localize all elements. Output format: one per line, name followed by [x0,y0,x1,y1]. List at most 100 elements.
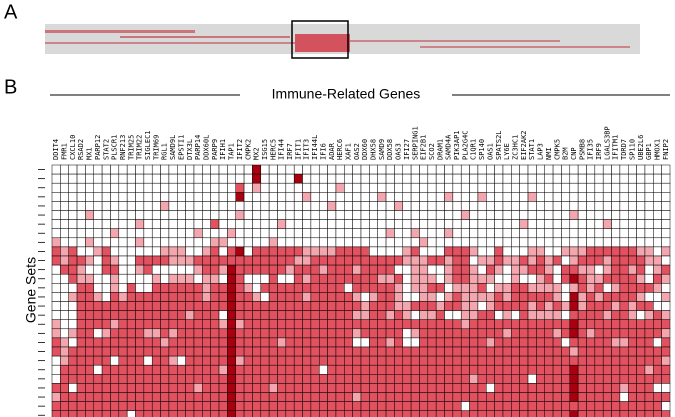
heatmap-cell [519,164,529,175]
heatmap-cell [486,164,495,175]
heatmap-cell [185,328,195,339]
heatmap-cell [477,383,487,393]
heatmap-cell [210,310,220,320]
heatmap-cell [110,401,120,411]
heatmap-cell [369,210,378,220]
heatmap-cell [193,310,203,320]
heatmap-cell [227,173,236,184]
heatmap-cell [60,310,69,320]
heatmap-cell [177,374,186,384]
heatmap-cell [469,364,479,375]
heatmap-cell [85,337,95,348]
heatmap-cell [110,328,120,339]
heatmap-cell [118,392,128,402]
heatmap-cell [51,219,61,229]
heatmap-cell [394,264,404,275]
heatmap-cell [227,392,236,402]
heatmap-cell [636,228,646,239]
heatmap-cell [569,237,579,248]
column-label: B2M [562,147,570,160]
heatmap-cell [218,401,228,411]
heatmap-cell [135,337,145,348]
heatmap-cell [377,192,387,202]
heatmap-cell [519,337,529,348]
column-label: TAP1 [228,143,236,160]
heatmap-cell [419,328,429,339]
heatmap-cell [168,410,178,417]
heatmap-cell [277,164,287,175]
heatmap-cell [344,237,353,248]
heatmap-cell [394,201,404,211]
heatmap-cell [193,355,203,366]
heatmap-cell [210,246,220,257]
heatmap-cell [252,319,262,330]
heatmap-cell [586,328,596,339]
heatmap-cell [327,219,337,229]
heatmap-cell [452,192,462,202]
heatmap-cell [402,292,412,302]
heatmap-cell [235,346,245,357]
heatmap-cell [469,319,479,330]
heatmap-cell [268,355,278,366]
heatmap-cell [394,228,404,239]
heatmap-cell [68,182,78,193]
heatmap-cell [218,219,228,229]
heatmap-cell [118,410,128,417]
heatmap-cell [160,283,170,293]
heatmap-cell [527,337,537,348]
heatmap-cell [519,410,529,417]
column-label: DHX58 [370,139,378,160]
heatmap-cell [486,201,495,211]
heatmap-cell [586,237,596,248]
heatmap-cell [460,210,470,220]
column-label: HERC6 [336,139,344,160]
heatmap-cell [444,292,454,302]
heatmap-cell [327,182,337,193]
heatmap-cell [594,246,604,257]
heatmap-cell [427,273,437,284]
heatmap-cell [586,192,596,202]
heatmap-cell [653,164,662,175]
heatmap-cell [168,210,178,220]
heatmap-cell [126,364,136,375]
heatmap-cell [594,383,604,393]
heatmap-cell [552,173,562,184]
heatmap-cell [151,346,161,357]
heatmap-cell [101,192,111,202]
heatmap-cell [477,219,487,229]
heatmap-cell [427,410,437,417]
heatmap-cell [218,228,228,239]
heatmap-cell [318,392,328,402]
heatmap-cell [477,392,487,402]
heatmap-cell [460,182,470,193]
heatmap-cell [360,219,370,229]
heatmap-cell [486,182,495,193]
heatmap-cell [444,392,454,402]
heatmap-cell [177,328,186,339]
heatmap-cell [469,182,479,193]
heatmap-cell [126,164,136,175]
heatmap-cell [76,210,86,220]
heatmap-cell [561,374,571,384]
heatmap-cell [502,219,512,229]
heatmap-cell [619,346,629,357]
heatmap-cell [644,264,654,275]
heatmap-cell [110,410,120,417]
heatmap-cell [644,319,654,330]
heatmap-cell [627,310,637,320]
heatmap-cell [76,255,86,266]
heatmap-cell [494,364,504,375]
heatmap-cell [260,319,270,330]
heatmap-cell [293,319,303,330]
heatmap-cell [126,301,136,311]
heatmap-cell [85,192,95,202]
heatmap-cell [277,346,287,357]
heatmap-cell [85,401,95,411]
heatmap-cell [511,364,520,375]
heatmap-cell [661,374,671,384]
heatmap-cell [310,392,320,402]
heatmap-cell [544,383,554,393]
column-label: DTX3L [186,139,194,160]
heatmap-cell [402,182,412,193]
heatmap-cell [302,201,312,211]
